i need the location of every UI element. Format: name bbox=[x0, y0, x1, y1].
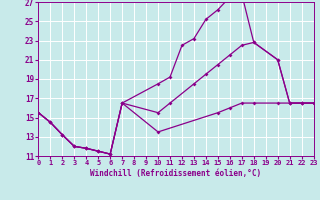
X-axis label: Windchill (Refroidissement éolien,°C): Windchill (Refroidissement éolien,°C) bbox=[91, 169, 261, 178]
